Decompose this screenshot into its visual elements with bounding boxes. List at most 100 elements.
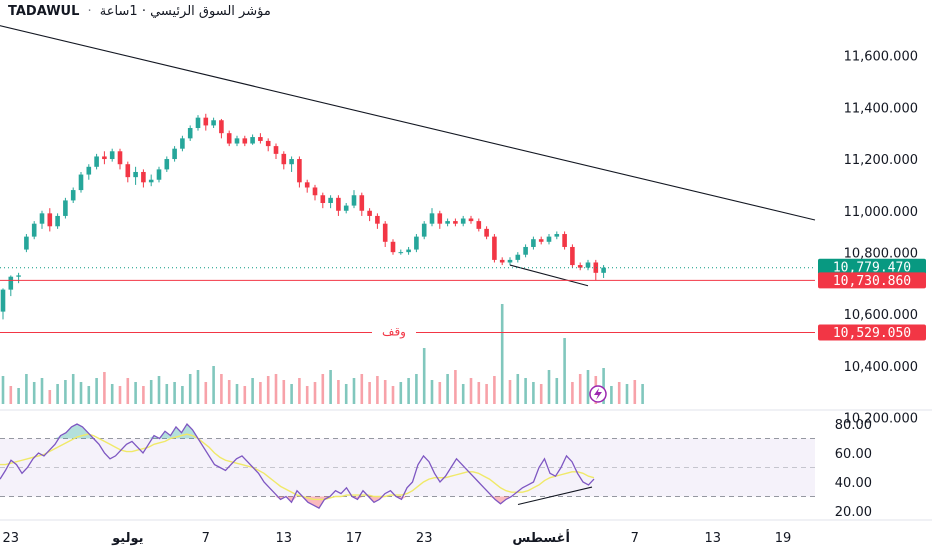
time-tick-label: 17 [346,531,363,546]
volume-bar [71,374,75,404]
candle-body [0,289,6,312]
volume-bar [196,370,200,404]
candle-body [16,275,21,277]
candle-body [102,156,107,160]
volume-bar [274,374,278,404]
candle-body [460,218,466,224]
price-badge [818,258,926,275]
volume-bar [407,378,410,404]
candle-body [219,120,224,134]
stop-label: وقف [382,325,406,340]
volume-bar [243,386,247,404]
time-tick-label: 13 [705,531,722,546]
volume-bar [508,380,512,404]
flash-icon [589,385,607,403]
candle-body [211,120,216,126]
candle-body [554,234,560,237]
candle-body [585,262,591,268]
candle-body [148,179,154,183]
volume-bar [454,370,457,404]
time-axis[interactable]: 23 يوليو 7 13 17 23 أغسطس 7 13 19 [3,529,792,546]
volume-bar [633,380,637,404]
volume-bar [313,382,317,404]
volume-bar [399,382,403,404]
volume-bar [360,374,364,404]
candle-body [546,236,552,242]
rsi-tick-label: 40.00 [835,476,872,491]
trendline [0,25,816,221]
price-tick-label: 11,200.000 [844,153,918,168]
candle-body [94,156,99,167]
price-badge-label: 10,529.050 [833,326,911,341]
volume-bar [391,386,395,404]
candle-body [343,205,349,211]
price-tick-label: 11,600.000 [844,50,918,65]
candle-body [538,239,544,242]
volume-bar [383,380,387,404]
index-name: مؤشر السوق الرئيسي · [141,4,271,19]
volume-bar [220,374,223,404]
time-tick-label: 19 [775,531,792,546]
candle-body [336,197,341,211]
candle-body [328,197,333,204]
candle-body [601,267,606,273]
rsi-tick-label: 80.00 [835,418,872,433]
volume-bar [227,380,231,404]
volume-bar [547,370,551,404]
symbol-label[interactable]: TADAWUL [8,4,80,19]
candle-body [70,190,76,201]
volume-bar [438,382,442,404]
candle-body [141,171,146,183]
candle-body [468,218,474,222]
candle-body [390,241,396,253]
candle-body [499,259,505,263]
volume-bar [298,378,301,404]
candle-body [63,200,68,216]
volume-bar [625,384,629,404]
candle-body [289,159,294,165]
price-tick-label: 10,800.000 [844,246,918,261]
volume-bar [555,378,559,404]
candle-body [304,182,310,188]
volume-bar [17,388,20,404]
volume-bar [79,382,83,404]
volume-bar [110,384,114,404]
time-tick-label: 23 [416,531,433,546]
volume-bar [485,384,488,404]
time-tick-label: 13 [276,531,293,546]
header-separator: · [87,4,92,19]
time-tick-label: 7 [202,531,210,546]
price-tick-label: 11,000.000 [844,205,918,220]
volume-bar [352,378,356,404]
price-pane[interactable] [0,113,606,320]
volume-bar [477,382,481,404]
chart-header: TADAWUL · مؤشر السوق الرئيسي · 1ساعة [8,4,271,19]
candle-body [117,151,123,165]
volume-bar [95,378,98,404]
volume-bar [344,384,348,404]
price-axis[interactable]: 11,600.000 11,400.000 11,200.000 11,000.000… [818,50,926,520]
volume-bar [134,382,137,404]
rsi-pane[interactable] [0,422,815,509]
candle-body [55,215,60,227]
time-tick-label: يوليو [111,531,143,546]
time-tick-label: 7 [631,531,639,546]
candle-body [258,137,263,141]
candle-body [515,254,521,260]
candle-body [531,239,536,247]
candle-body [507,259,513,263]
volume-bar [40,378,44,404]
candle-body [398,252,404,254]
rsi-trendline [517,486,593,506]
volume-bar [578,374,582,404]
timeframe-label[interactable]: 1ساعة [99,4,138,19]
volume-bar [48,390,52,404]
time-tick-label: أغسطس [512,529,570,546]
candle-body [359,195,365,211]
candle-body [156,169,162,180]
volume-bar [212,366,215,404]
volume-bar [103,372,106,404]
stop-label-bg [372,323,416,338]
volume-bar [290,384,293,404]
